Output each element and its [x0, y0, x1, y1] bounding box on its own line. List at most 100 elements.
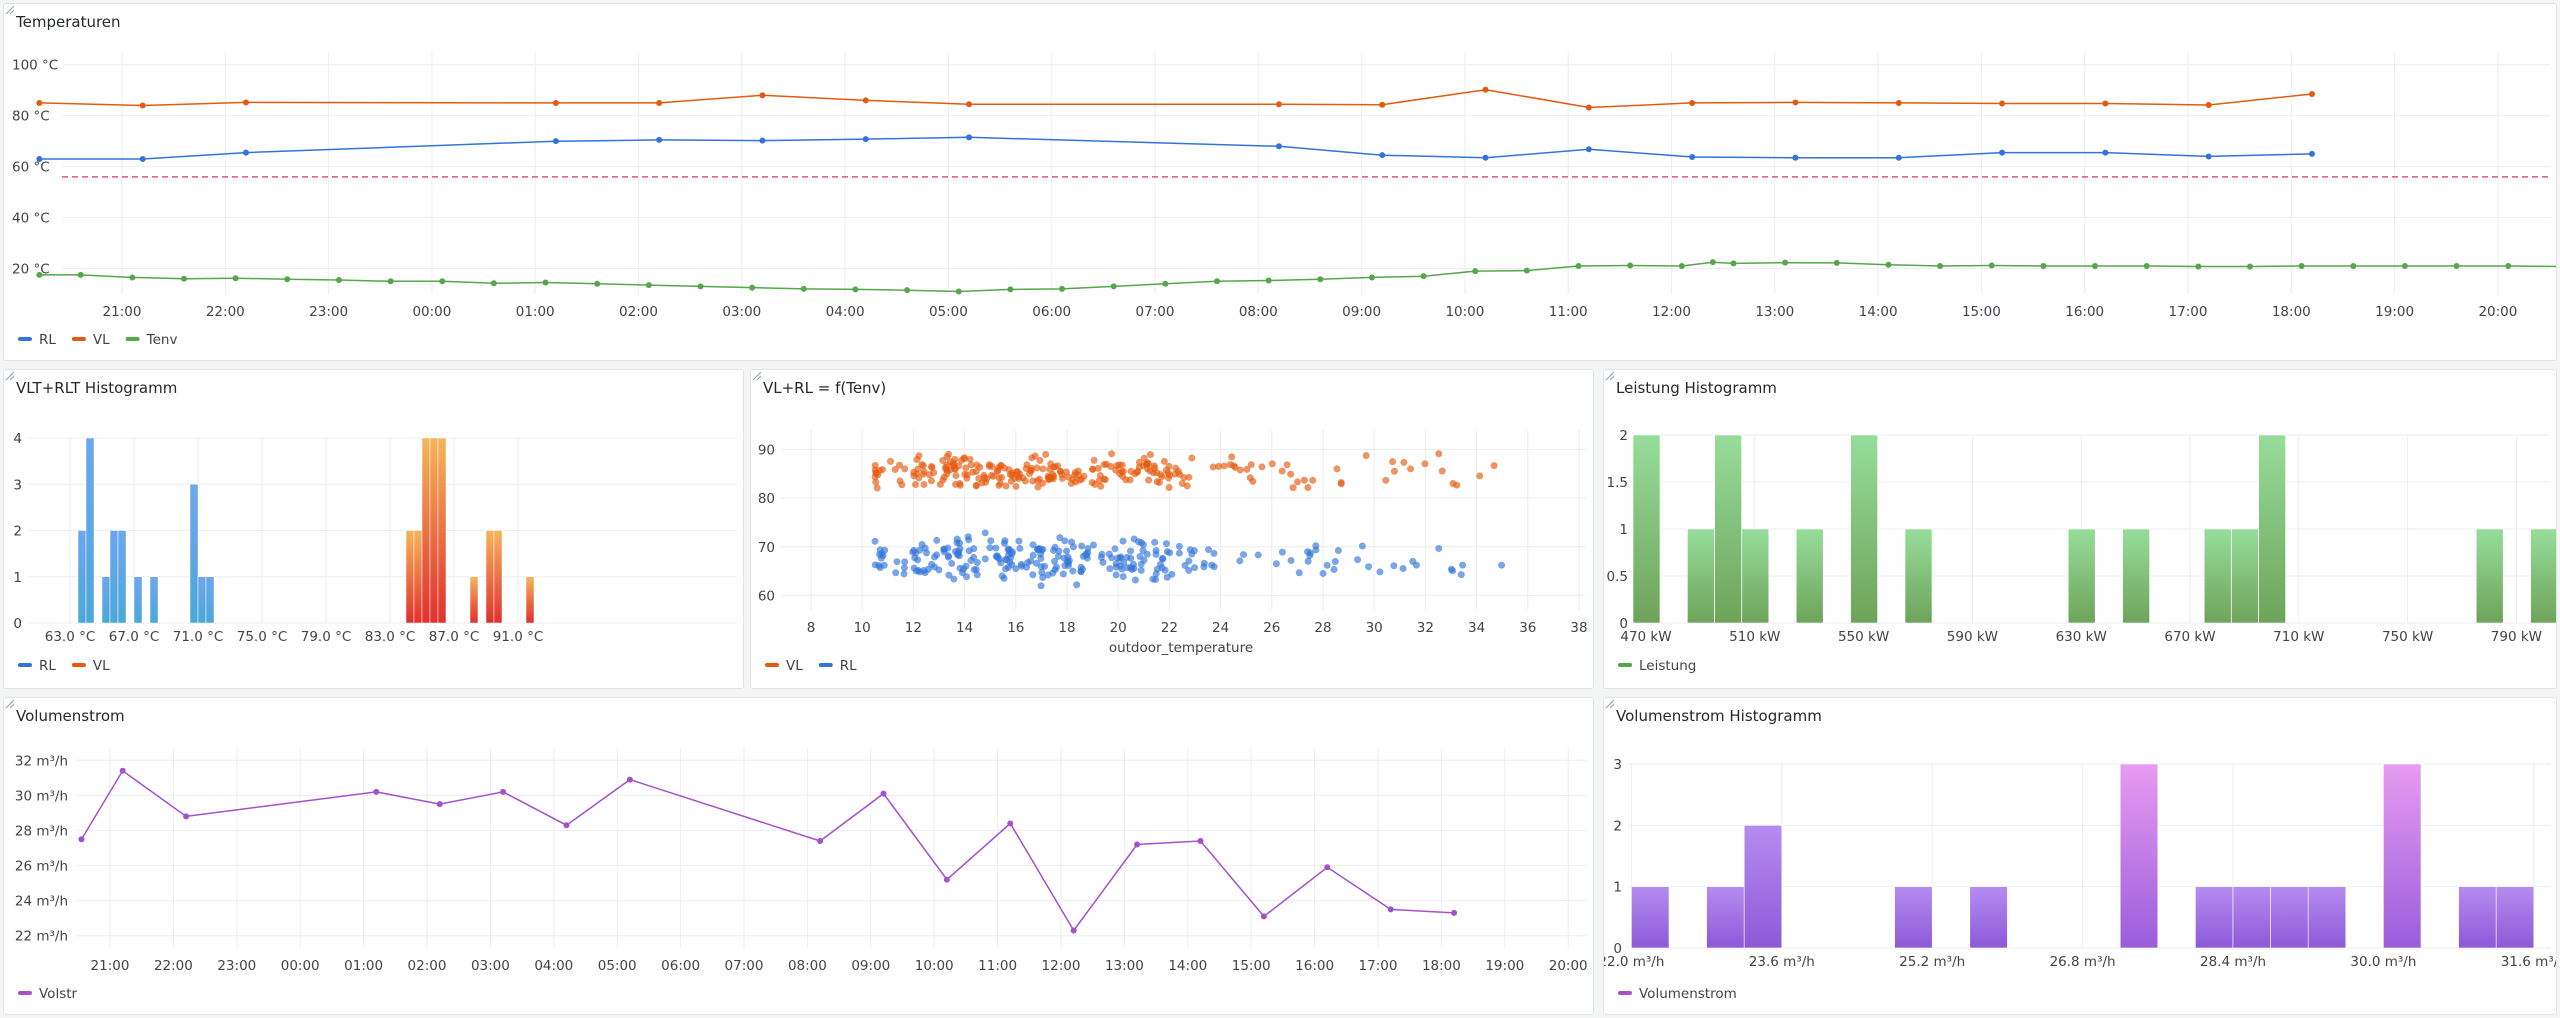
histogram-bar	[2530, 528, 2556, 624]
x-tick-label: 83.0 °C	[365, 629, 416, 645]
scatter-point	[1306, 551, 1314, 559]
data-point	[817, 837, 824, 844]
scatter-point	[901, 558, 909, 566]
scatter-point	[915, 452, 923, 460]
scatter-point	[1033, 559, 1041, 567]
resize-handle-icon[interactable]	[4, 370, 14, 380]
scatter-point	[1006, 470, 1014, 478]
scatter-point	[1089, 465, 1097, 473]
data-point	[1792, 154, 1799, 161]
data-point	[1420, 273, 1427, 280]
data-point	[1999, 149, 2006, 156]
y-tick-label: 32 m³/h	[15, 753, 68, 769]
data-point	[904, 287, 911, 294]
x-tick-label: 17:00	[1359, 958, 1398, 974]
x-tick-label: 38	[1570, 620, 1587, 636]
histogram-bar	[2122, 528, 2150, 624]
panel-leistung-histogramm[interactable]: Leistung Histogramm 0 0.5 1 1.5 2 470 kW 510 k…	[1603, 369, 2557, 689]
data-point	[1324, 864, 1331, 871]
resize-handle-icon[interactable]	[751, 370, 761, 380]
resize-handle-icon[interactable]	[1604, 698, 1614, 708]
resize-handle-icon[interactable]	[4, 698, 14, 708]
scatter-point	[1118, 461, 1126, 469]
scatter-point	[1105, 550, 1113, 558]
panel-vlt-rlt-histogramm[interactable]: VLT+RLT Histogramm 0 1 2 3 4 63.0 °C 67.0 °C 71…	[3, 369, 744, 689]
y-tick-label: 80 °C	[12, 109, 50, 125]
scatter-point	[1047, 474, 1055, 482]
scatter-point	[1033, 464, 1041, 472]
scatter-point	[972, 467, 980, 475]
panel-volumenstrom-histogramm[interactable]: Volumenstrom Histogramm 0 1 2 3 22.0 m³/h 23.…	[1603, 697, 2557, 1015]
histogram-bar	[2203, 528, 2232, 624]
data-point	[1059, 285, 1066, 292]
legend-label: VL	[93, 332, 110, 348]
data-point	[1213, 278, 1220, 285]
data-point	[439, 278, 446, 285]
panel-vl-rl-scatter[interactable]: VL+RL = f(Tenv) 60 70 80 90 8 10 12 14 16 18 20 22 2…	[750, 369, 1594, 689]
scatter-point	[973, 461, 981, 469]
scatter-point	[1052, 563, 1060, 571]
scatter-point	[1097, 482, 1105, 490]
panel-volumenstrom[interactable]: Volumenstrom 22 m³/h 24 m³/h 26 m³/h 28 m³/…	[3, 697, 1594, 1015]
x-tick-label: 87.0 °C	[429, 629, 480, 645]
scatter-point	[898, 481, 906, 489]
x-tick-label: 21:00	[91, 958, 130, 974]
histogram-bar	[133, 576, 143, 624]
x-tick-label: 12:00	[1042, 958, 1081, 974]
data-point	[800, 285, 807, 292]
data-point	[500, 788, 507, 795]
histogram-bar	[493, 530, 503, 624]
histogram-bar	[2195, 886, 2234, 949]
resize-handle-icon[interactable]	[4, 4, 14, 14]
data-point	[1260, 913, 1267, 920]
data-point	[1895, 154, 1902, 161]
resize-handle-icon[interactable]	[1604, 370, 1614, 380]
panel-temperaturen[interactable]: Temperaturen 20 °C 40 °C 60 °C 80 °C 100 °C 2…	[3, 3, 2557, 361]
scatter-point	[1152, 550, 1160, 558]
scatter-point	[1026, 470, 1034, 478]
legend-label: VL	[786, 658, 803, 674]
scatter-point	[939, 456, 947, 464]
scatter-point	[1435, 544, 1443, 552]
scatter-point	[1287, 556, 1295, 564]
scatter-point	[1409, 557, 1417, 565]
y-tick-label: 70	[758, 540, 775, 556]
x-tick-label: 14	[956, 620, 973, 636]
data-point	[1070, 927, 1077, 934]
scatter-point	[1021, 477, 1029, 485]
scatter-point	[1389, 458, 1397, 466]
scatter-point	[1309, 476, 1317, 484]
scatter-point	[1015, 473, 1023, 481]
legend-swatch	[71, 337, 86, 341]
x-tick-label: 26	[1263, 620, 1280, 636]
scatter-point	[1183, 482, 1191, 490]
data-point	[373, 788, 380, 795]
data-point	[749, 284, 756, 291]
series-line	[39, 88, 2313, 109]
y-tick-label: 3	[1613, 757, 1622, 773]
data-point	[1265, 277, 1272, 284]
scatter-point	[1069, 567, 1077, 575]
scatter-point	[1185, 566, 1193, 574]
scatter-point	[1018, 562, 1026, 570]
data-point	[759, 137, 766, 144]
histogram-bar	[149, 576, 159, 624]
scatter-point	[962, 464, 970, 472]
scatter-point	[1236, 466, 1244, 474]
x-tick-label: 17:00	[2169, 304, 2208, 320]
scatter-point	[951, 480, 959, 488]
scatter-point	[1268, 460, 1276, 468]
histogram-bar	[2258, 434, 2286, 624]
histogram-bar	[1687, 528, 1715, 624]
data-point	[2205, 153, 2212, 160]
data-point	[2453, 262, 2460, 269]
scatter-point	[1062, 468, 1070, 476]
vlt-rlt-histogram: 0 1 2 3 4 63.0 °C 67.0 °C 71.0 °C 75.0 °C 79.0 °C…	[13, 431, 737, 674]
x-tick-label: 36	[1519, 620, 1536, 636]
scatter-point	[1127, 564, 1135, 572]
scatter-point	[910, 546, 918, 554]
histogram-bar	[1706, 886, 1745, 949]
data-point	[1110, 283, 1117, 290]
y-tick-label: 1	[13, 570, 22, 586]
y-tick-label: 0.5	[1607, 569, 1628, 585]
